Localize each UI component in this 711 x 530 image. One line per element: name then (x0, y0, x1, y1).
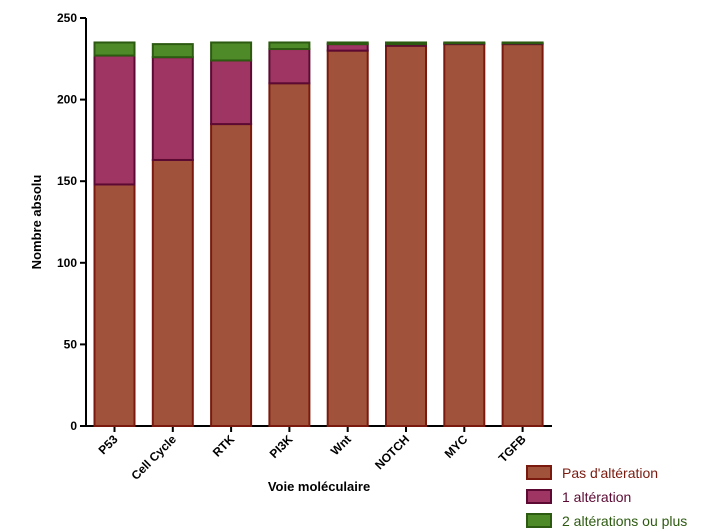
y-axis-title: Nombre absolu (29, 175, 44, 270)
bar-segment-1 (268, 82, 311, 427)
bar-segment-1 (443, 43, 486, 427)
y-tick-label: 200 (57, 93, 77, 107)
y-tick-label: 250 (57, 11, 77, 25)
y-tick-label: 50 (64, 337, 78, 351)
bar-segment-2 (93, 54, 136, 186)
bars (93, 41, 544, 428)
y-tick-label: 150 (57, 174, 77, 188)
x-axis-title: Voie moléculaire (268, 479, 370, 494)
legend-label: Pas d'altération (562, 465, 658, 481)
bar-segment-3 (501, 41, 544, 45)
bar-segment-3 (93, 41, 136, 57)
x-tick-label: Wnt (328, 432, 354, 458)
x-tick-label: TGFB (496, 432, 529, 465)
x-tick-label: RTK (210, 432, 238, 460)
legend-swatch (526, 489, 552, 504)
legend-label: 2 altérations ou plus (562, 513, 687, 529)
x-tick-label: MYC (442, 432, 471, 461)
bar-segment-2 (268, 48, 311, 85)
legend-label: 1 altération (562, 489, 631, 505)
bar-segment-1 (501, 43, 544, 427)
legend-swatch (526, 513, 552, 528)
bar-segment-2 (210, 59, 253, 126)
x-tick-label: NOTCH (372, 432, 412, 472)
y-tick-label: 0 (70, 419, 77, 433)
bar-segment-1 (93, 183, 136, 427)
bar-segment-3 (210, 41, 253, 62)
y-tick-label: 100 (57, 256, 77, 270)
bar-segment-1 (210, 123, 253, 428)
bar-segment-2 (151, 56, 194, 161)
bar-segment-1 (151, 158, 194, 427)
x-tick-label: Cell Cycle (128, 432, 179, 483)
legend: Pas d'altération 1 altération 2 altération… (526, 465, 687, 529)
bar-segment-3 (151, 43, 194, 59)
bar-segment-3 (385, 41, 427, 46)
bar-segment-3 (268, 41, 311, 51)
x-tick-label: P53 (96, 432, 121, 457)
bar-segment-3 (326, 41, 369, 46)
bar-segment-1 (385, 44, 427, 428)
x-tick-label: PI3K (267, 432, 296, 461)
bar-segment-3 (443, 41, 486, 45)
bar-segment-1 (326, 49, 369, 427)
legend-swatch (526, 465, 552, 480)
